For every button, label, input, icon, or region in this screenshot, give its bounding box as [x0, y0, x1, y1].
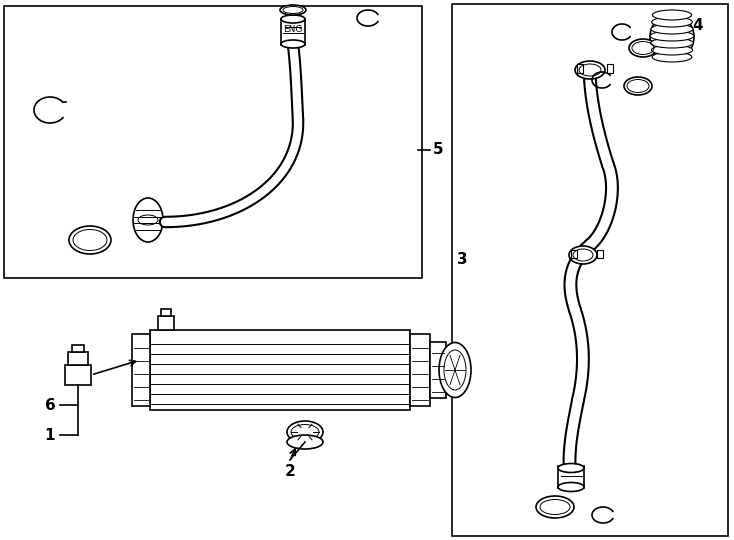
Ellipse shape: [650, 38, 694, 48]
Bar: [452, 4, 728, 536]
Ellipse shape: [569, 246, 597, 264]
Bar: [4, 6, 422, 278]
Bar: [571, 250, 577, 258]
Ellipse shape: [558, 483, 584, 491]
Ellipse shape: [281, 15, 305, 23]
Ellipse shape: [653, 10, 691, 20]
Ellipse shape: [558, 463, 584, 472]
Ellipse shape: [69, 226, 111, 254]
Text: ENG: ENG: [283, 25, 302, 35]
Ellipse shape: [651, 24, 693, 34]
Text: 1: 1: [45, 428, 55, 442]
Ellipse shape: [287, 421, 323, 443]
Text: 5: 5: [432, 143, 443, 158]
Ellipse shape: [133, 198, 163, 242]
Bar: [558, 466, 584, 488]
Ellipse shape: [650, 31, 694, 41]
Bar: [132, 334, 150, 406]
Ellipse shape: [629, 39, 657, 57]
Bar: [68, 352, 88, 365]
Bar: [150, 330, 410, 410]
Ellipse shape: [652, 17, 692, 27]
Ellipse shape: [652, 45, 693, 55]
Ellipse shape: [536, 496, 574, 518]
Bar: [607, 64, 613, 73]
Bar: [281, 19, 305, 45]
Text: 2: 2: [285, 464, 295, 480]
Bar: [410, 334, 430, 406]
Ellipse shape: [653, 52, 692, 62]
Bar: [161, 309, 171, 316]
Bar: [577, 64, 583, 73]
Text: 4: 4: [693, 17, 703, 32]
Bar: [430, 342, 446, 398]
Ellipse shape: [281, 40, 305, 48]
Text: 6: 6: [45, 397, 55, 413]
Bar: [72, 345, 84, 352]
Ellipse shape: [287, 435, 323, 449]
Text: 3: 3: [457, 253, 468, 267]
Bar: [597, 250, 603, 258]
Bar: [158, 316, 174, 330]
Ellipse shape: [575, 61, 605, 79]
Ellipse shape: [624, 77, 652, 95]
Ellipse shape: [439, 342, 471, 397]
Bar: [65, 365, 91, 385]
Ellipse shape: [280, 5, 306, 15]
